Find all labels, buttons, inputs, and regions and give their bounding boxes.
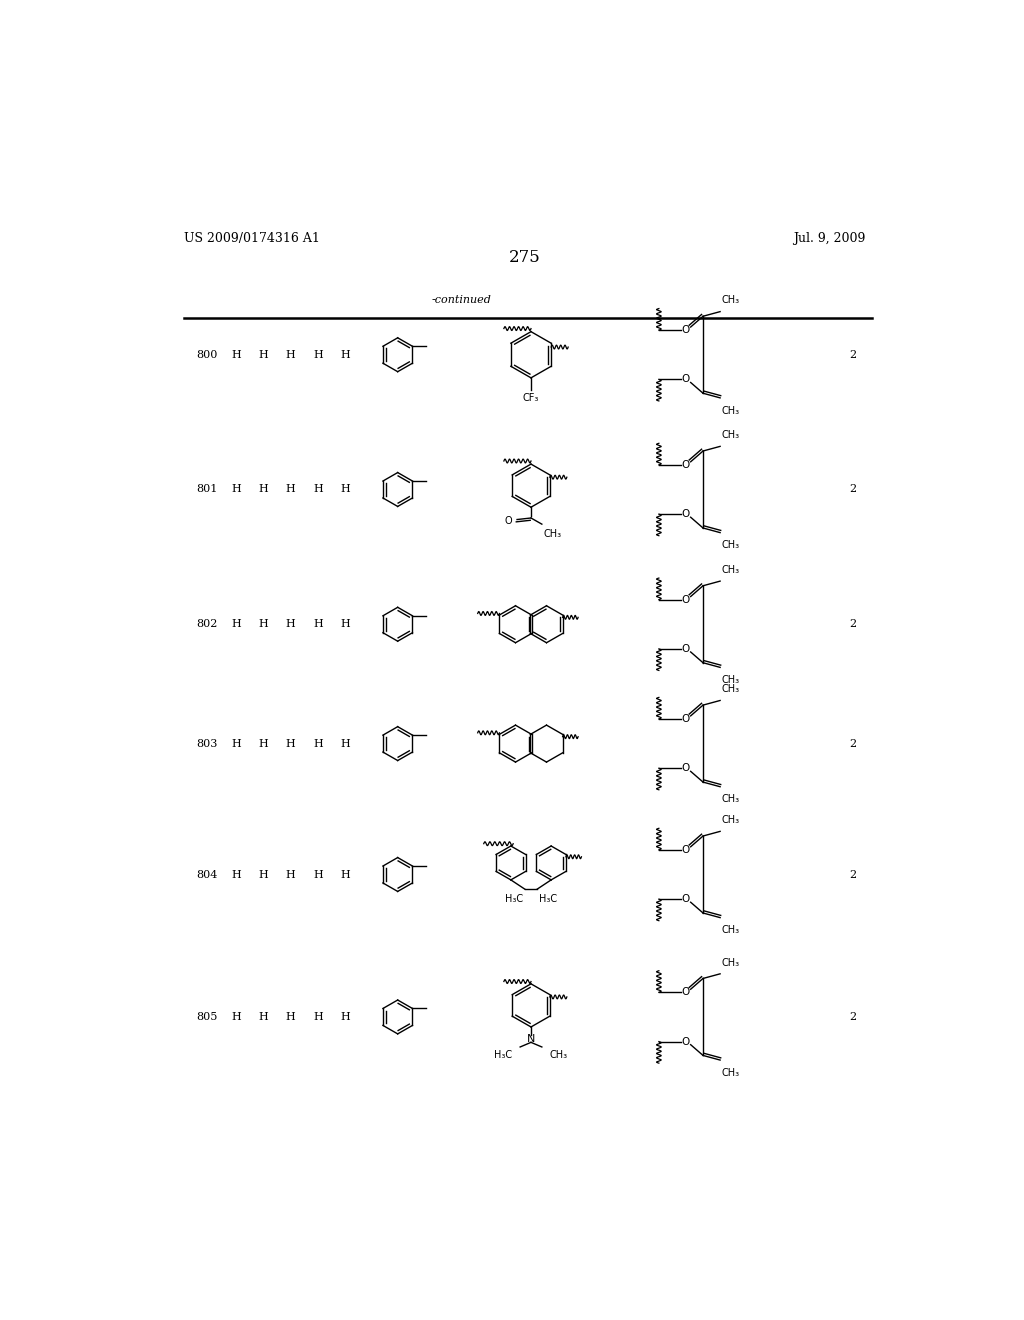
Text: CH₃: CH₃ xyxy=(722,795,739,804)
Text: O: O xyxy=(682,325,690,335)
Text: CH₃: CH₃ xyxy=(722,816,739,825)
Text: H: H xyxy=(231,484,242,495)
Text: 2: 2 xyxy=(849,350,856,360)
Text: H: H xyxy=(286,739,296,748)
Text: 803: 803 xyxy=(197,739,217,748)
Text: H: H xyxy=(231,350,242,360)
Text: CH₃: CH₃ xyxy=(722,296,739,305)
Text: H: H xyxy=(259,739,268,748)
Text: CH₃: CH₃ xyxy=(722,405,739,416)
Text: CH₃: CH₃ xyxy=(722,1068,739,1077)
Text: H₃C: H₃C xyxy=(505,894,523,904)
Text: H: H xyxy=(231,870,242,879)
Text: H: H xyxy=(259,484,268,495)
Text: CH₃: CH₃ xyxy=(722,430,739,441)
Text: H: H xyxy=(313,739,323,748)
Text: H: H xyxy=(259,870,268,879)
Text: H₃C: H₃C xyxy=(495,1051,512,1060)
Text: 275: 275 xyxy=(509,249,541,267)
Text: O: O xyxy=(682,714,690,723)
Text: CH₃: CH₃ xyxy=(550,1051,567,1060)
Text: H: H xyxy=(259,1012,268,1022)
Text: CH₃: CH₃ xyxy=(722,925,739,936)
Text: H: H xyxy=(340,484,350,495)
Text: H: H xyxy=(231,1012,242,1022)
Text: O: O xyxy=(682,375,690,384)
Text: H: H xyxy=(313,484,323,495)
Text: H: H xyxy=(286,350,296,360)
Text: H: H xyxy=(313,1012,323,1022)
Text: O: O xyxy=(682,510,690,519)
Text: O: O xyxy=(505,516,512,527)
Text: O: O xyxy=(682,644,690,653)
Text: 2: 2 xyxy=(849,1012,856,1022)
Text: O: O xyxy=(682,594,690,605)
Text: H: H xyxy=(340,619,350,630)
Text: O: O xyxy=(682,894,690,904)
Text: Jul. 9, 2009: Jul. 9, 2009 xyxy=(794,231,866,244)
Text: O: O xyxy=(682,987,690,998)
Text: O: O xyxy=(682,1036,690,1047)
Text: H: H xyxy=(231,739,242,748)
Text: N: N xyxy=(526,1035,536,1044)
Text: H: H xyxy=(286,870,296,879)
Text: H: H xyxy=(340,1012,350,1022)
Text: H: H xyxy=(340,350,350,360)
Text: CH₃: CH₃ xyxy=(722,675,739,685)
Text: H: H xyxy=(231,619,242,630)
Text: H₃C: H₃C xyxy=(539,894,557,904)
Text: CH₃: CH₃ xyxy=(722,565,739,576)
Text: 802: 802 xyxy=(197,619,217,630)
Text: 2: 2 xyxy=(849,739,856,748)
Text: 801: 801 xyxy=(197,484,217,495)
Text: H: H xyxy=(313,870,323,879)
Text: 800: 800 xyxy=(197,350,217,360)
Text: H: H xyxy=(286,619,296,630)
Text: H: H xyxy=(313,619,323,630)
Text: O: O xyxy=(682,459,690,470)
Text: 805: 805 xyxy=(197,1012,217,1022)
Text: H: H xyxy=(286,484,296,495)
Text: H: H xyxy=(313,350,323,360)
Text: US 2009/0174316 A1: US 2009/0174316 A1 xyxy=(183,231,319,244)
Text: 804: 804 xyxy=(197,870,217,879)
Text: O: O xyxy=(682,763,690,774)
Text: H: H xyxy=(259,350,268,360)
Text: CF₃: CF₃ xyxy=(523,393,540,403)
Text: CH₃: CH₃ xyxy=(722,684,739,694)
Text: H: H xyxy=(286,1012,296,1022)
Text: H: H xyxy=(340,739,350,748)
Text: 2: 2 xyxy=(849,619,856,630)
Text: -continued: -continued xyxy=(431,294,492,305)
Text: H: H xyxy=(340,870,350,879)
Text: CH₃: CH₃ xyxy=(544,529,561,539)
Text: CH₃: CH₃ xyxy=(722,958,739,968)
Text: 2: 2 xyxy=(849,870,856,879)
Text: O: O xyxy=(682,845,690,855)
Text: 2: 2 xyxy=(849,484,856,495)
Text: H: H xyxy=(259,619,268,630)
Text: CH₃: CH₃ xyxy=(722,540,739,550)
